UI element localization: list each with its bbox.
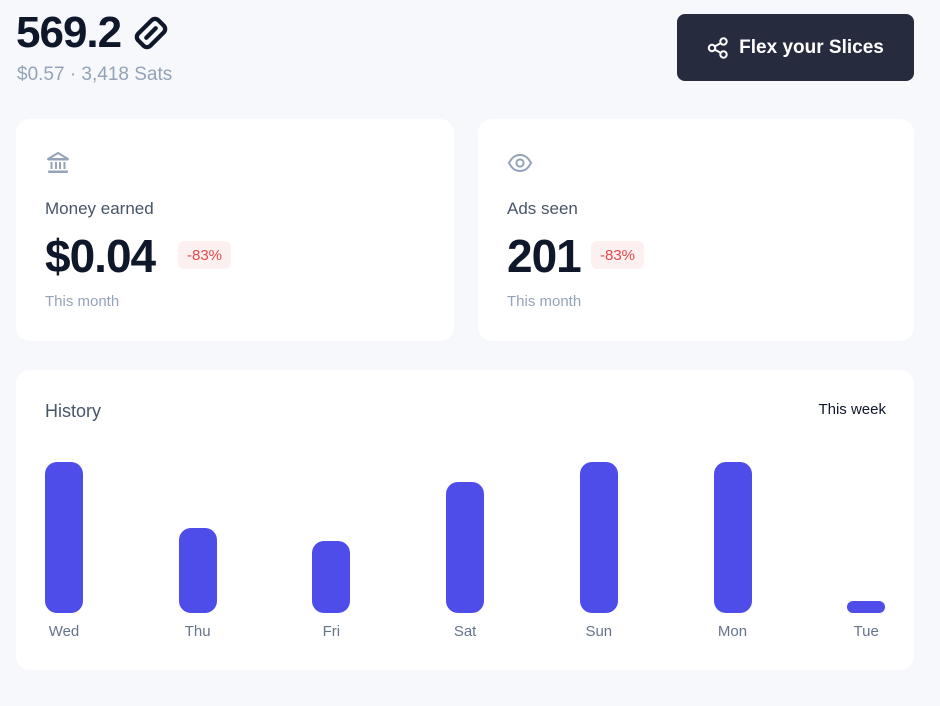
money-earned-value: $0.04 (45, 230, 156, 282)
balance-subtitle: $0.57 · 3,418 Sats (17, 64, 173, 85)
money-period-label: This month (45, 293, 120, 310)
day-label-wed: Wed (48, 623, 80, 640)
bar-sun (579, 462, 618, 613)
ads-seen-card: Ads seen 201 -83% This month (478, 119, 914, 341)
bar-tue (847, 600, 886, 613)
money-earned-label: Money earned (45, 199, 154, 218)
ads-period-label: This month (507, 293, 582, 310)
flex-your-slices-button[interactable]: Flex your Slices (677, 14, 914, 81)
flex-button-label: Flex your Slices (739, 36, 884, 58)
history-card: History This week Wed Thu Fri Sat Sun Mon Tue (16, 370, 914, 670)
history-bar-chart: Wed Thu Fri Sat Sun Mon Tue (16, 370, 914, 670)
money-earned-card: Money earned $0.04 -83% This month (16, 119, 454, 341)
balance-row: 569.2 (16, 10, 171, 56)
day-label-fri: Fri (322, 623, 341, 640)
day-label-mon: Mon (717, 623, 748, 640)
bar-mon (713, 462, 752, 613)
period-selector[interactable]: This week (818, 401, 886, 418)
day-label-thu: Thu (184, 623, 211, 640)
share-icon (707, 36, 729, 59)
ads-seen-label: Ads seen (507, 199, 578, 218)
history-title: History (45, 401, 102, 421)
bar-fri (312, 540, 351, 613)
balance-amount: 569.2 (16, 8, 122, 57)
eye-icon (507, 150, 533, 176)
bar-wed (45, 462, 83, 613)
slice-token-icon (131, 13, 171, 53)
bank-icon (45, 150, 71, 176)
bar-sat (446, 481, 485, 613)
bar-thu (178, 528, 217, 613)
ads-seen-value: 201 (507, 230, 582, 282)
day-label-tue: Tue (853, 623, 879, 640)
day-label-sat: Sat (453, 623, 477, 640)
money-change-badge: -83% (178, 241, 232, 269)
ads-change-badge: -83% (591, 241, 645, 269)
day-label-sun: Sun (585, 623, 613, 640)
